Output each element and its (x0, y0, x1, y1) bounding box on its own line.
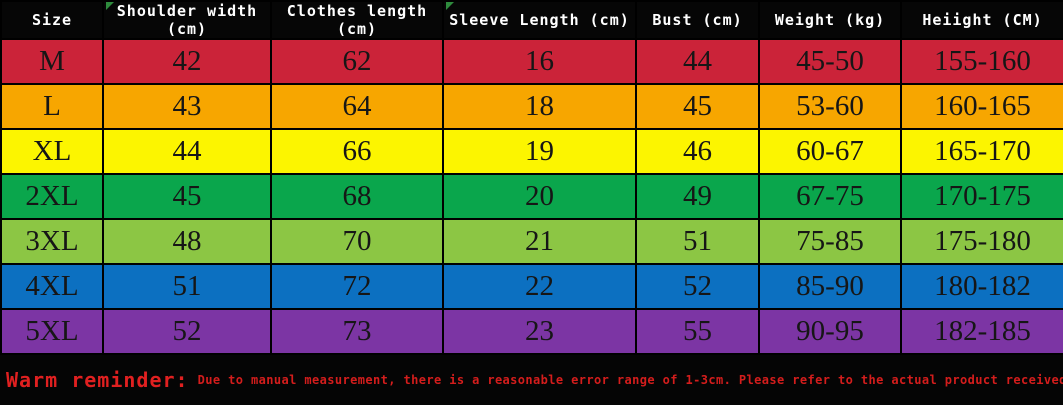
column-header-heiight-cm: Heiight (CM) (900, 0, 1063, 40)
size-cell: 5XL (0, 308, 104, 355)
heiight-cm-cell: 175-180 (900, 218, 1063, 265)
table-row-m: M 42 62 16 44 45-50 155-160 (0, 38, 1063, 85)
table-body: M 42 62 16 44 45-50 155-160 L 43 64 18 45 53-60 160-1… (0, 38, 1063, 355)
column-header-sleeve-length-cm: Sleeve Length (cm) (442, 0, 637, 40)
column-header-label: Sleeve Length (cm) (449, 11, 630, 29)
weight-kg-cell: 60-67 (758, 128, 902, 175)
shoulder-width-cm-cell: 51 (102, 263, 272, 310)
shoulder-width-cm-cell: 45 (102, 173, 272, 220)
shoulder-width-cm-cell: 48 (102, 218, 272, 265)
table-row-l: L 43 64 18 45 53-60 160-165 (0, 83, 1063, 130)
weight-kg-cell: 90-95 (758, 308, 902, 355)
bust-cm-cell: 44 (635, 38, 760, 85)
column-header-label: Bust (cm) (652, 11, 743, 29)
weight-kg-cell: 75-85 (758, 218, 902, 265)
column-header-clothes-length-cm: Clothes length (cm) (270, 0, 444, 40)
heiight-cm-cell: 155-160 (900, 38, 1063, 85)
header-row: Size Shoulder width (cm) Clothes length (c… (0, 0, 1063, 40)
column-header-label: Shoulder width (cm) (116, 2, 258, 38)
sleeve-length-cm-cell: 20 (442, 173, 637, 220)
sleeve-length-cm-cell: 19 (442, 128, 637, 175)
clothes-length-cm-cell: 72 (270, 263, 444, 310)
size-cell: L (0, 83, 104, 130)
heiight-cm-cell: 180-182 (900, 263, 1063, 310)
clothes-length-cm-cell: 64 (270, 83, 444, 130)
size-cell: XL (0, 128, 104, 175)
column-header-shoulder-width-cm: Shoulder width (cm) (102, 0, 272, 40)
weight-kg-cell: 67-75 (758, 173, 902, 220)
heiight-cm-cell: 182-185 (900, 308, 1063, 355)
bust-cm-cell: 52 (635, 263, 760, 310)
column-header-label: Weight (kg) (774, 11, 886, 29)
sleeve-length-cm-cell: 23 (442, 308, 637, 355)
size-cell: M (0, 38, 104, 85)
column-header-label: Clothes length (cm) (286, 2, 428, 38)
clothes-length-cm-cell: 68 (270, 173, 444, 220)
sleeve-length-cm-cell: 16 (442, 38, 637, 85)
heiight-cm-cell: 160-165 (900, 83, 1063, 130)
bust-cm-cell: 49 (635, 173, 760, 220)
table-header: Size Shoulder width (cm) Clothes length (c… (0, 0, 1063, 40)
shoulder-width-cm-cell: 44 (102, 128, 272, 175)
heiight-cm-cell: 165-170 (900, 128, 1063, 175)
bust-cm-cell: 55 (635, 308, 760, 355)
table-row-2xl: 2XL 45 68 20 49 67-75 170-175 (0, 173, 1063, 220)
clothes-length-cm-cell: 73 (270, 308, 444, 355)
shoulder-width-cm-cell: 52 (102, 308, 272, 355)
column-header-weight-kg: Weight (kg) (758, 0, 902, 40)
column-header-label: Size (31, 11, 73, 29)
clothes-length-cm-cell: 70 (270, 218, 444, 265)
bust-cm-cell: 45 (635, 83, 760, 130)
column-header-size: Size (0, 0, 104, 40)
bust-cm-cell: 51 (635, 218, 760, 265)
clothes-length-cm-cell: 66 (270, 128, 444, 175)
warm-reminder-bar: Warm reminder: Due to manual measurement… (0, 355, 1063, 405)
heiight-cm-cell: 170-175 (900, 173, 1063, 220)
comment-marker-icon (106, 2, 114, 10)
column-header-label: Heiight (CM) (922, 11, 1043, 29)
sleeve-length-cm-cell: 18 (442, 83, 637, 130)
size-cell: 2XL (0, 173, 104, 220)
sleeve-length-cm-cell: 22 (442, 263, 637, 310)
table-row-3xl: 3XL 48 70 21 51 75-85 175-180 (0, 218, 1063, 265)
weight-kg-cell: 53-60 (758, 83, 902, 130)
clothes-length-cm-cell: 62 (270, 38, 444, 85)
table-row-5xl: 5XL 52 73 23 55 90-95 182-185 (0, 308, 1063, 355)
column-header-bust-cm: Bust (cm) (635, 0, 760, 40)
sleeve-length-cm-cell: 21 (442, 218, 637, 265)
table-row-xl: XL 44 66 19 46 60-67 165-170 (0, 128, 1063, 175)
warm-reminder-text: Due to manual measurement, there is a re… (197, 373, 1063, 387)
size-table: Size Shoulder width (cm) Clothes length (c… (0, 0, 1063, 355)
bust-cm-cell: 46 (635, 128, 760, 175)
size-cell: 3XL (0, 218, 104, 265)
size-cell: 4XL (0, 263, 104, 310)
shoulder-width-cm-cell: 42 (102, 38, 272, 85)
weight-kg-cell: 85-90 (758, 263, 902, 310)
weight-kg-cell: 45-50 (758, 38, 902, 85)
shoulder-width-cm-cell: 43 (102, 83, 272, 130)
comment-marker-icon (446, 2, 454, 10)
warm-reminder-label: Warm reminder: (6, 368, 189, 392)
table-row-4xl: 4XL 51 72 22 52 85-90 180-182 (0, 263, 1063, 310)
